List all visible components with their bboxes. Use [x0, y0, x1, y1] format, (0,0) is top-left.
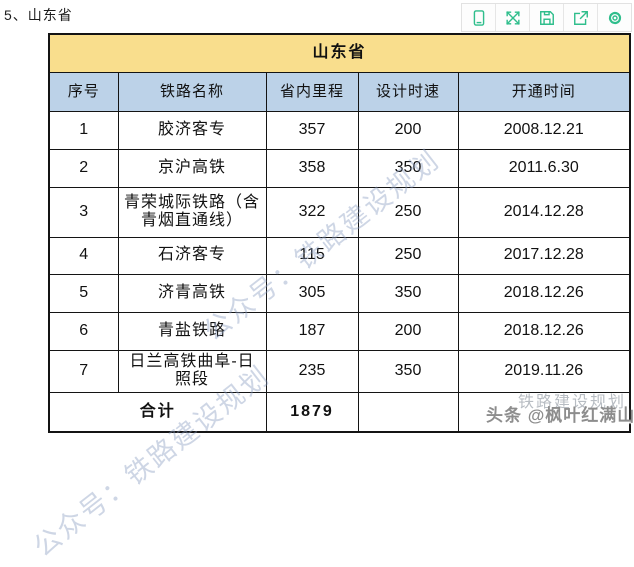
- share-button[interactable]: [563, 4, 597, 31]
- table-row: 7 日兰高铁曲阜-日照段 235 350 2019.11.26: [48, 349, 631, 393]
- cell-no: 7: [48, 349, 119, 393]
- cell-opened: 2014.12.28: [457, 186, 631, 238]
- cell-opened: 2011.6.30: [457, 148, 631, 188]
- table-row: 5 济青高铁 305 350 2018.12.26: [48, 273, 631, 313]
- cell-speed: 200: [357, 110, 459, 150]
- cell-mileage: 358: [265, 148, 359, 188]
- cell-railway-name: 石济客专: [117, 236, 267, 275]
- settings-button[interactable]: [597, 4, 631, 31]
- col-header-mileage: 省内里程: [265, 71, 359, 112]
- table-row: 3 青荣城际铁路（含青烟直通线） 322 250 2014.12.28: [48, 186, 631, 238]
- cell-railway-name: 胶济客专: [117, 110, 267, 150]
- total-speed: [357, 391, 459, 433]
- cell-speed: 350: [357, 148, 459, 188]
- share-icon: [573, 10, 588, 25]
- cell-no: 3: [48, 186, 119, 238]
- total-mileage: 1879: [265, 391, 359, 433]
- cell-opened: 2017.12.28: [457, 236, 631, 275]
- total-opened: [457, 391, 631, 433]
- cell-speed: 250: [357, 186, 459, 238]
- table-title: 山东省: [48, 33, 631, 73]
- cell-opened: 2019.11.26: [457, 349, 631, 393]
- table-row: 1 胶济客专 357 200 2008.12.21: [48, 110, 631, 150]
- cell-railway-name: 济青高铁: [117, 273, 267, 313]
- cell-railway-name: 京沪高铁: [117, 148, 267, 188]
- cell-opened: 2008.12.21: [457, 110, 631, 150]
- cell-opened: 2018.12.26: [457, 273, 631, 313]
- fullscreen-button[interactable]: [495, 4, 529, 31]
- save-icon: [539, 10, 554, 25]
- cell-railway-name: 青盐铁路: [117, 311, 267, 351]
- cell-no: 5: [48, 273, 119, 313]
- cell-mileage: 187: [265, 311, 359, 351]
- cell-railway-name: 青荣城际铁路（含青烟直通线）: [117, 186, 267, 238]
- cell-mileage: 115: [265, 236, 359, 275]
- page-title: 5、山东省: [4, 7, 73, 23]
- cell-mileage: 322: [265, 186, 359, 238]
- table-row: 6 青盐铁路 187 200 2018.12.26: [48, 311, 631, 351]
- image-toolbar: [461, 3, 632, 32]
- cell-no: 6: [48, 311, 119, 351]
- save-button[interactable]: [529, 4, 563, 31]
- table-row: 2 京沪高铁 358 350 2011.6.30: [48, 148, 631, 188]
- col-header-speed: 设计时速: [357, 71, 459, 112]
- col-header-name: 铁路名称: [117, 71, 267, 112]
- cell-speed: 350: [357, 273, 459, 313]
- total-label: 合计: [48, 391, 267, 433]
- cell-opened: 2018.12.26: [457, 311, 631, 351]
- col-header-no: 序号: [48, 71, 119, 112]
- cell-speed: 200: [357, 311, 459, 351]
- total-row: 合计 1879: [48, 391, 631, 433]
- cell-no: 1: [48, 110, 119, 150]
- cell-railway-name: 日兰高铁曲阜-日照段: [117, 349, 267, 393]
- mobile-icon: [473, 9, 484, 26]
- cell-speed: 250: [357, 236, 459, 275]
- col-header-opened: 开通时间: [457, 71, 631, 112]
- cell-speed: 350: [357, 349, 459, 393]
- mobile-view-button[interactable]: [462, 4, 495, 31]
- cell-mileage: 357: [265, 110, 359, 150]
- gear-icon: [608, 11, 621, 24]
- cell-mileage: 305: [265, 273, 359, 313]
- fullscreen-icon: [505, 10, 520, 25]
- cell-mileage: 235: [265, 349, 359, 393]
- cell-no: 2: [48, 148, 119, 188]
- table-row: 4 石济客专 115 250 2017.12.28: [48, 236, 631, 275]
- cell-no: 4: [48, 236, 119, 275]
- railway-table: 山东省 序号 铁路名称 省内里程 设计时速 开通时间 1 胶济客专 357 20…: [48, 33, 632, 433]
